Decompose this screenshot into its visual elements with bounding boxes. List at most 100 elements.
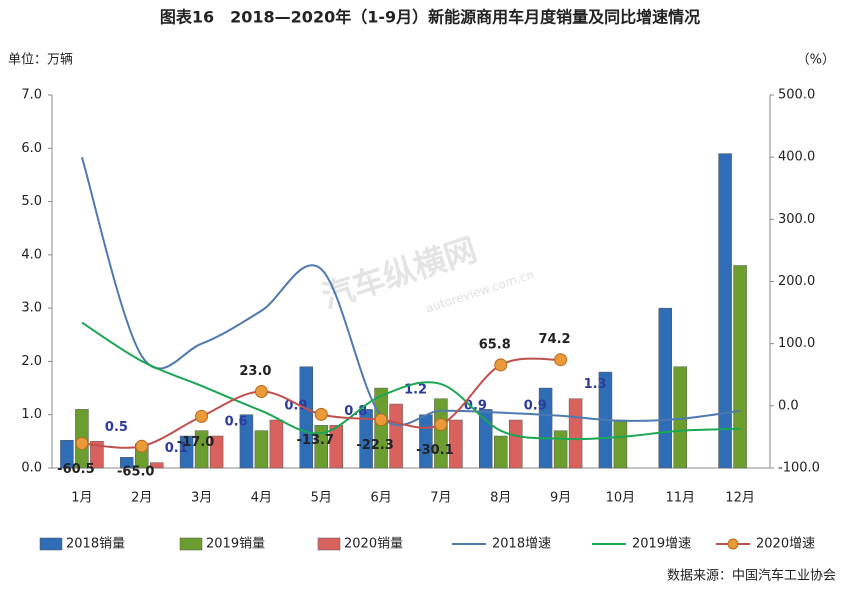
bar (374, 387, 388, 469)
line-marker (195, 409, 209, 423)
source: 数据来源：中国汽车工业协会 (667, 568, 836, 584)
bar (269, 419, 284, 469)
data-label: -65.0 (117, 465, 154, 480)
y2-tick-label: 500.0 (778, 88, 815, 103)
bar (538, 387, 553, 469)
y-tick-label: 0.0 (21, 461, 42, 476)
bar (673, 366, 687, 469)
y-axis-label: 单位：万辆 (8, 53, 73, 68)
y-tick-label: 5.0 (21, 194, 42, 209)
y-tick-label: 4.0 (21, 247, 42, 262)
line-marker (314, 407, 328, 421)
bar (733, 265, 747, 469)
line (80, 156, 741, 427)
line-marker (75, 436, 89, 450)
bar (239, 414, 254, 469)
data-label: 0.1 (165, 441, 188, 456)
x-tick-label: 11月 (665, 491, 695, 506)
data-label: 1.2 (404, 383, 427, 398)
bar (434, 398, 448, 469)
x-tick-label: 4月 (251, 491, 272, 506)
data-label: -60.5 (57, 462, 94, 477)
data-label: 23.0 (239, 364, 271, 379)
bar (150, 462, 164, 469)
x-tick-label: 1月 (71, 491, 92, 506)
line-marker (374, 413, 388, 427)
legend-label: 2020增速 (756, 537, 815, 552)
bar (120, 457, 134, 469)
data-label: 0.9 (464, 399, 487, 414)
x-tick-label: 5月 (311, 491, 332, 506)
data-label: -22.3 (356, 438, 393, 453)
line-marker (434, 418, 448, 432)
bar (254, 430, 269, 469)
x-tick-label: 6月 (370, 491, 391, 506)
x-tick-label: 12月 (725, 491, 755, 506)
y2-tick-label: -100.0 (778, 461, 820, 476)
chart-title: 图表16 2018—2020年（1-9月）新能源商用车月度销量及同比增速情况 (160, 8, 700, 27)
data-label: -17.0 (177, 435, 214, 450)
bar (209, 435, 224, 469)
bar (718, 153, 732, 469)
bar (479, 409, 493, 469)
y2-tick-label: 200.0 (778, 274, 815, 289)
line-marker (135, 439, 149, 453)
bar (329, 425, 343, 469)
y-tick-label: 6.0 (21, 141, 42, 156)
legend-swatch (179, 537, 203, 551)
bar (90, 441, 104, 469)
bar (658, 307, 672, 469)
bar (613, 419, 628, 469)
data-label: 65.8 (479, 337, 511, 352)
legend-label: 2020销量 (344, 537, 403, 552)
data-label: 74.2 (539, 332, 571, 347)
x-tick-label: 7月 (430, 491, 451, 506)
x-tick-label: 3月 (191, 491, 212, 506)
bar (553, 430, 568, 469)
bar (449, 419, 463, 469)
y-tick-label: 7.0 (21, 88, 42, 103)
line-marker (254, 385, 268, 399)
bar (568, 398, 583, 469)
line-marker (494, 358, 508, 372)
y2-tick-label: 400.0 (778, 150, 815, 165)
y2-axis-label: （%） (797, 53, 835, 68)
x-tick-label: 10月 (606, 491, 636, 506)
bar (359, 409, 373, 469)
data-label: 0.9 (524, 399, 547, 414)
bar (509, 419, 523, 469)
data-label: 0.9 (284, 399, 307, 414)
bar (60, 440, 74, 469)
line-marker (554, 353, 568, 367)
line (81, 321, 741, 441)
y2-tick-label: 100.0 (778, 336, 815, 351)
legend-swatch (39, 537, 63, 551)
bar (179, 435, 194, 469)
x-tick-label: 8月 (490, 491, 511, 506)
data-label: 0.6 (225, 415, 248, 430)
data-label: 1.3 (584, 377, 607, 392)
y2-tick-label: 300.0 (778, 212, 815, 227)
legend-swatch (317, 537, 341, 551)
legend-label: 2018增速 (492, 537, 551, 552)
data-label: 0.5 (105, 420, 128, 435)
bar (494, 435, 508, 469)
data-label: -30.1 (416, 443, 453, 458)
legend-label: 2019增速 (632, 537, 691, 552)
bar (419, 414, 433, 469)
bar (194, 430, 209, 469)
y-tick-label: 2.0 (21, 354, 42, 369)
y2-tick-label: 0.0 (778, 398, 799, 413)
x-tick-label: 2月 (131, 491, 152, 506)
x-tick-label: 9月 (550, 491, 571, 506)
bar (299, 366, 313, 469)
bar (314, 425, 328, 469)
data-label: -13.7 (297, 433, 334, 448)
legend-label: 2018销量 (66, 537, 125, 552)
legend-marker (727, 538, 739, 550)
bar (389, 403, 403, 469)
y-tick-label: 3.0 (21, 301, 42, 316)
legend-label: 2019销量 (206, 537, 265, 552)
y-tick-label: 1.0 (21, 407, 42, 422)
